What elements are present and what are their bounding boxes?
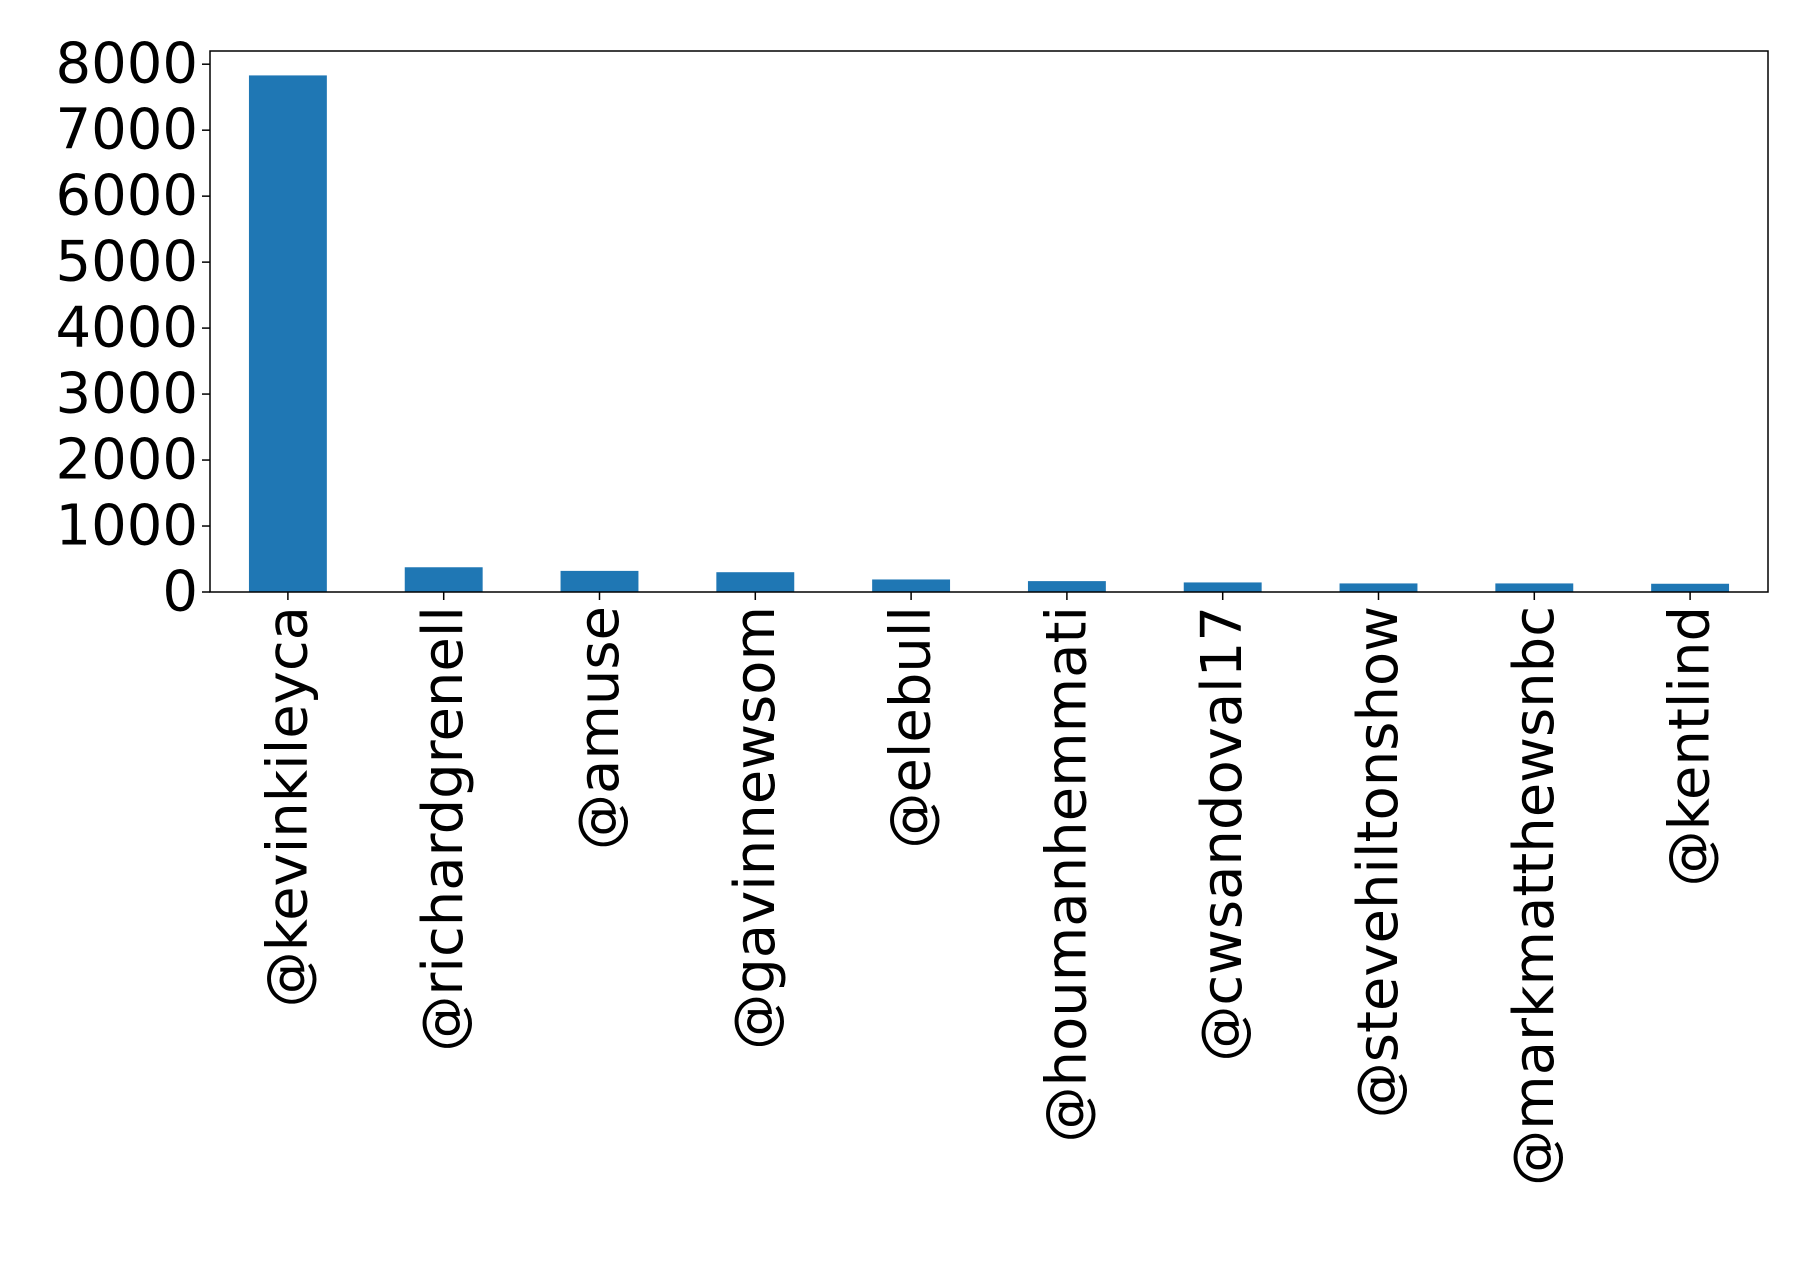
y-tick-label: 6000 [55,164,198,229]
bars-group [248,75,1730,593]
bar-kevinkileyca [248,75,327,593]
plot-frame [209,50,1769,593]
y-tick-label: 8000 [55,32,198,97]
bar-elebull [872,579,951,592]
x-tick-label: @elebull [879,606,944,849]
bar-gavinnewsom [716,572,795,592]
y-tick-label: 4000 [55,296,198,361]
bar-houmanhemmati [1027,581,1106,592]
x-tick-label: @kevinkileyca [255,606,320,1007]
bar-amuse [560,570,639,592]
y-tick-label: 1000 [55,494,198,559]
x-tick-label: @amuse [567,606,632,850]
bar-kentlind [1651,583,1730,592]
x-tick-label: @houmanhemmati [1034,606,1099,1142]
x-tick-label: @richardgrenell [411,606,476,1052]
bar-markmatthewsnbc [1495,583,1574,592]
y-tick-label: 5000 [55,230,198,295]
y-tick-label: 7000 [55,98,198,163]
bar-stevehiltonshow [1339,583,1418,592]
bar-cwsandoval17 [1183,582,1262,592]
x-tick-label: @markmatthewsnbc [1502,606,1567,1186]
x-tick-label: @gavinnewsom [723,606,788,1050]
y-tick-label: 3000 [55,362,198,427]
x-axis: @kevinkileyca @richardgrenell @amuse @gavin… [255,592,1723,1186]
y-tick-label: 0 [162,560,198,625]
y-tick-label: 2000 [55,428,198,493]
x-tick-label: @stevehiltonshow [1346,606,1411,1118]
bar-richardgrenell [404,567,483,592]
x-tick-label: @cwsandoval17 [1190,606,1255,1062]
x-tick-label: @kentlind [1658,606,1723,887]
